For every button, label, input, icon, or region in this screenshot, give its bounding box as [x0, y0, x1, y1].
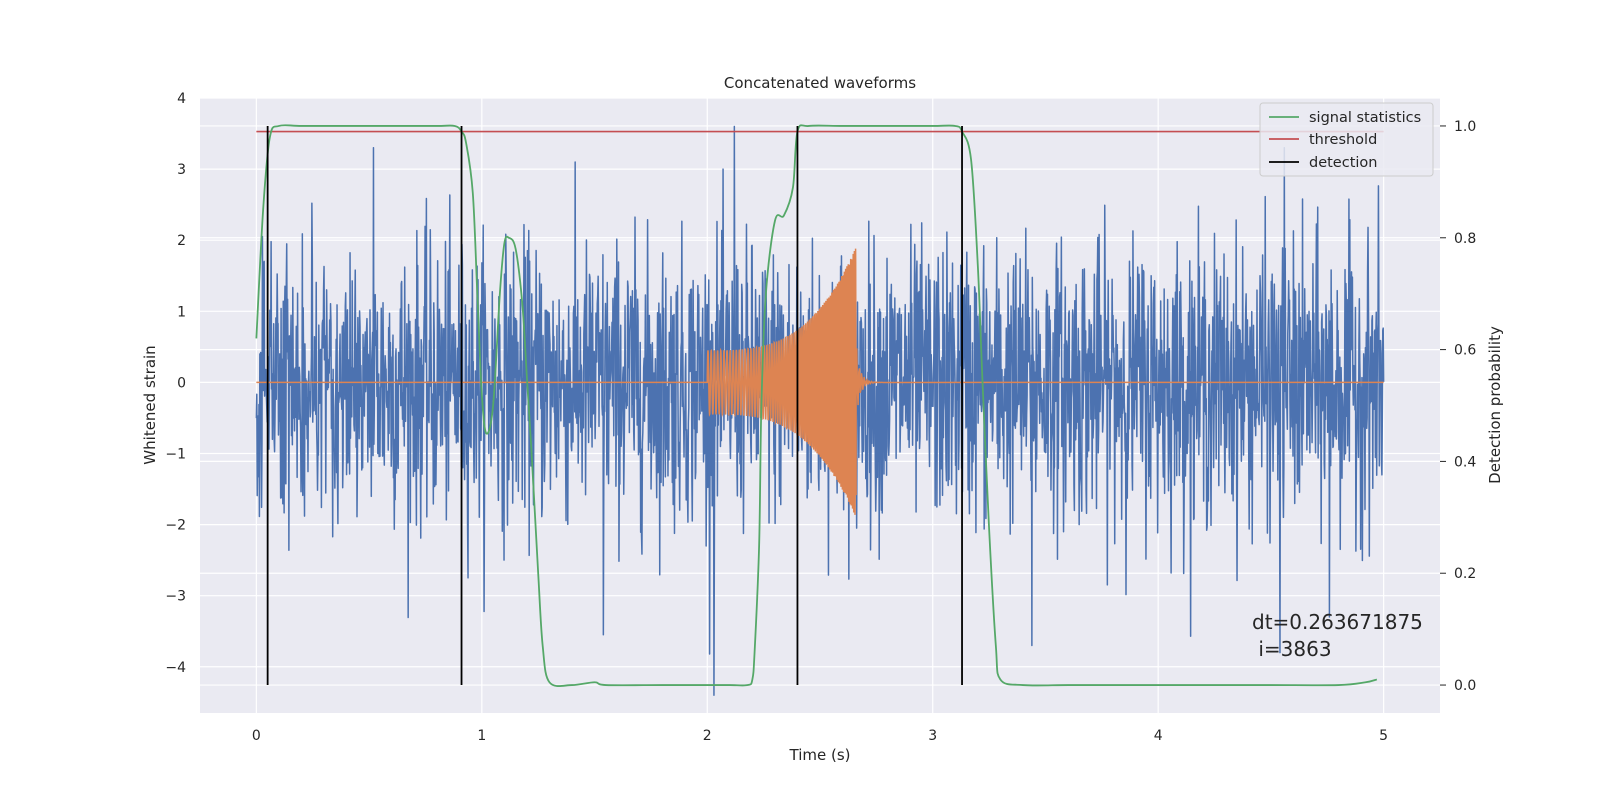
legend-label-signal-statistics: signal statistics: [1309, 110, 1421, 126]
legend-box: [1259, 102, 1434, 177]
legend-label-detection: detection: [1309, 155, 1377, 171]
series-line-signal-statistics: [255, 124, 1378, 687]
y2-tick-label: 0.0: [1454, 678, 1476, 694]
y-tick-label: 0: [177, 375, 186, 391]
x-tick-label: 1: [477, 728, 486, 744]
annotation-i: i=3863: [1252, 637, 1332, 661]
x-tick-label: 4: [1154, 728, 1163, 744]
y-tick-label: 4: [177, 91, 186, 107]
x-axis-label: Time (s): [789, 746, 851, 764]
y-tick-label: −2: [165, 518, 186, 534]
y-axis-label: Whitened strain: [141, 345, 159, 464]
y2-tick-label: 0.6: [1454, 343, 1476, 359]
legend-label-threshold: threshold: [1309, 132, 1377, 148]
x-tick-label: 2: [703, 728, 712, 744]
x-tick-label: 3: [928, 728, 937, 744]
axes: 0 1 2 3 4 5 −4 −3 −2 −1 0 1 2 3 4 0.0 0.2 0.4 0.6 0.8 1.0: [165, 91, 1476, 744]
y-tick-label: −3: [165, 589, 186, 605]
y-tick-label: 3: [177, 162, 186, 178]
y-tick-label: −4: [165, 660, 186, 676]
y2-tick-label: 0.2: [1454, 566, 1476, 582]
legend: signal statistics threshold detection: [1259, 102, 1434, 177]
y2-axis-label: Detection probability: [1486, 326, 1504, 484]
data-layer: [255, 124, 1385, 696]
y2-tick-label: 1.0: [1454, 119, 1476, 135]
y-tick-label: 1: [177, 304, 186, 320]
y2-tick-label: 0.8: [1454, 231, 1476, 247]
y-tick-label: 2: [177, 233, 186, 249]
series-line-injected-waveform: [256, 248, 1384, 515]
chart-title: Concatenated waveforms: [724, 74, 916, 92]
x-tick-label: 0: [252, 728, 261, 744]
x-tick-label: 5: [1379, 728, 1388, 744]
y2-tick-label: 0.4: [1454, 454, 1476, 470]
annotation: dt=0.263671875 i=3863: [1252, 610, 1423, 661]
annotation-dt: dt=0.263671875: [1252, 610, 1423, 634]
y-tick-label: −1: [165, 446, 186, 462]
